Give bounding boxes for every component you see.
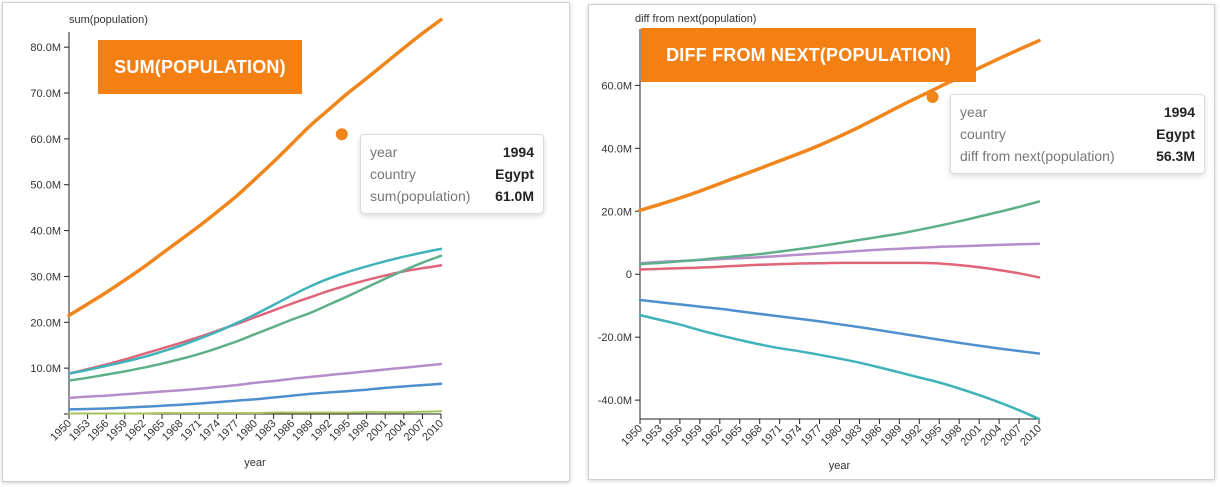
x-tick-label: 1992 <box>899 423 925 449</box>
y-tick-label: 40.0M <box>30 226 61 238</box>
series-line-series-2 <box>67 247 443 375</box>
series-line-series-5 <box>638 298 1041 355</box>
tooltip-value: 1994 <box>1163 104 1195 120</box>
tooltip-value: Egypt <box>495 166 534 182</box>
x-axis-title: year <box>829 460 851 472</box>
tooltip-label: diff from next(population) <box>960 148 1115 164</box>
x-tick-label: 1956 <box>659 423 685 449</box>
series-line-series-5 <box>67 362 443 400</box>
y-tick-label: -40.0M <box>598 395 632 407</box>
tooltip-row-year: year 1994 <box>960 101 1195 123</box>
tooltip-label: country <box>370 166 416 182</box>
series-line-series-4 <box>67 264 443 375</box>
tooltip-row-measure: sum(population) 61.0M <box>370 185 534 207</box>
series-line-series-6 <box>638 313 1041 421</box>
x-tick-label: 2001 <box>958 423 984 449</box>
chart-title-banner: SUM(POPULATION) <box>98 40 302 94</box>
y-tick-label: 30.0M <box>30 271 61 283</box>
tooltip-label: year <box>960 104 988 120</box>
x-tick-label: 1995 <box>919 423 945 449</box>
x-tick-label: 2010 <box>1018 423 1044 449</box>
y-tick-label: 70.0M <box>30 88 61 100</box>
tooltip-value: Egypt <box>1156 126 1195 142</box>
y-axis-title: sum(population) <box>69 14 148 26</box>
x-tick-label: 1962 <box>699 423 725 449</box>
x-tick-label: 1998 <box>939 423 965 449</box>
y-tick-label: 20.0M <box>30 317 61 329</box>
diff-from-next-chart: diff from next(population) -40.0M -20.0M 0 2… <box>598 13 1044 472</box>
x-tick-label: 1968 <box>739 423 765 449</box>
x-tick-label: 2004 <box>978 423 1004 449</box>
x-tick-label: 1977 <box>799 423 825 449</box>
y-tick-label: 80.0M <box>30 42 61 54</box>
y-tick-label: 20.0M <box>601 206 632 218</box>
tooltip-row-country: country Egypt <box>370 163 534 185</box>
tooltip-row-year: year 1994 <box>370 141 534 163</box>
y-tick-label: 10.0M <box>30 363 61 375</box>
diff-from-next-chart-panel: diff from next(population) -40.0M -20.0M 0 2… <box>588 4 1215 480</box>
tooltip-row-measure: diff from next(population) 56.3M <box>960 145 1195 167</box>
x-tick-label: 1971 <box>759 423 785 449</box>
x-tick-label: 1989 <box>879 423 905 449</box>
x-tick-label: 1983 <box>839 423 865 449</box>
x-tick-label: 1950 <box>619 423 645 449</box>
hover-tooltip: year 1994 country Egypt diff from next(p… <box>950 94 1205 174</box>
x-tick-label: 2010 <box>420 418 446 444</box>
x-axis-title: year <box>244 457 266 469</box>
y-axis-title: diff from next(population) <box>635 13 756 25</box>
y-tick-label: -20.0M <box>598 332 632 344</box>
x-tick-label: 2007 <box>998 423 1024 449</box>
sum-population-chart-panel: sum(population) 10.0M 20.0M 30.0M 40.0M 50.0M… <box>2 2 570 482</box>
tooltip-value: 56.3M <box>1156 148 1195 164</box>
tooltip-label: year <box>370 144 398 160</box>
y-tick-label: 50.0M <box>30 180 61 192</box>
x-tick-label: 1980 <box>819 423 845 449</box>
series-line-series-7 <box>68 410 442 415</box>
y-tick-label: 40.0M <box>601 143 632 155</box>
y-tick-label: 0 <box>626 269 632 281</box>
sum-population-chart: sum(population) 10.0M 20.0M 30.0M 40.0M 50.0M… <box>30 14 446 469</box>
x-tick-label: 1974 <box>779 423 805 449</box>
tooltip-label: sum(population) <box>370 188 471 204</box>
tooltip-value: 1994 <box>502 144 534 160</box>
x-tick-label: 1965 <box>719 423 745 449</box>
highlight-point <box>926 91 939 104</box>
series-line-series-6 <box>67 382 443 411</box>
x-tick-label: 1953 <box>639 423 665 449</box>
y-tick-label: 60.0M <box>30 134 61 146</box>
series-line-egypt <box>67 17 443 318</box>
series-line-series-2 <box>638 200 1041 266</box>
tooltip-value: 61.0M <box>495 188 534 204</box>
series-line-series-4 <box>638 261 1041 279</box>
chart-title-banner: DIFF FROM NEXT(POPULATION) <box>641 28 976 82</box>
series-line-series-3 <box>67 254 443 382</box>
tooltip-label: country <box>960 126 1006 142</box>
hover-tooltip: year 1994 country Egypt sum(population) … <box>360 134 544 214</box>
highlight-point <box>335 128 348 141</box>
x-tick-label: 1959 <box>679 423 705 449</box>
tooltip-row-country: country Egypt <box>960 123 1195 145</box>
x-tick-label: 1986 <box>859 423 885 449</box>
y-tick-label: 60.0M <box>601 80 632 92</box>
